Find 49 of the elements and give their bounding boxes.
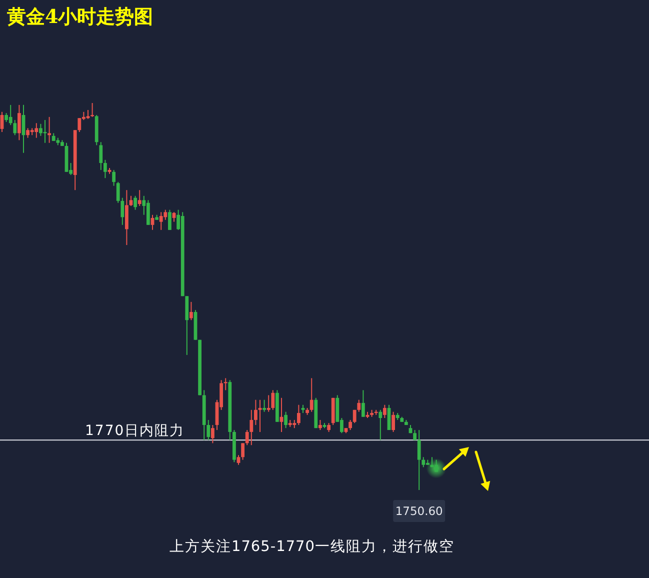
candlestick: [378, 409, 382, 441]
candlestick: [357, 399, 361, 412]
chart-title: 黄金4小时走势图: [6, 6, 154, 28]
candlestick: [39, 123, 42, 136]
candlestick: [138, 190, 142, 206]
candlestick: [18, 104, 21, 141]
candlestick: [34, 122, 38, 138]
candlestick: [112, 169, 116, 186]
candlestick: [159, 212, 163, 230]
candlestick: [164, 209, 168, 220]
candlestick: [422, 456, 426, 468]
annotation: 1750.60: [395, 504, 443, 518]
candlestick: [125, 190, 128, 246]
candlestick: [241, 442, 244, 460]
candlestick: [78, 118, 82, 133]
candlestick: [434, 459, 438, 472]
candlestick: [310, 378, 314, 412]
ref-line-label: 1770日内阻力: [85, 423, 185, 440]
candlestick: [134, 195, 137, 210]
candlestick: [266, 394, 270, 412]
candlestick: [99, 142, 103, 170]
text: 上方关注1765-1770一线阻力，进行做空: [169, 538, 455, 555]
candlestick: [250, 409, 254, 446]
candlestick: [417, 430, 421, 490]
candlestick: [8, 104, 12, 126]
candlestick: [318, 419, 322, 431]
candlestick: [236, 454, 240, 466]
candlestick: [297, 404, 300, 426]
candlestick: [104, 159, 107, 179]
candlestick: [392, 411, 395, 432]
candlestick: [362, 390, 365, 418]
candlestick: [348, 419, 352, 431]
candlestick: [13, 120, 17, 136]
candlestick: [258, 399, 262, 432]
candlestick: [262, 399, 266, 412]
candlestick: [190, 301, 193, 321]
candlestick: [284, 411, 288, 429]
candlestick: [271, 390, 275, 410]
candlestick: [245, 430, 249, 446]
candlestick: [206, 419, 210, 441]
candlestick: [48, 116, 51, 144]
candlestick: [116, 181, 120, 204]
candlestick: [211, 424, 214, 444]
candlestick: [185, 296, 189, 356]
candlestick: [383, 404, 386, 419]
candlestick: [168, 209, 172, 230]
candlestick: [352, 409, 356, 424]
candlestick: [120, 197, 124, 226]
candlestick: [254, 399, 258, 426]
